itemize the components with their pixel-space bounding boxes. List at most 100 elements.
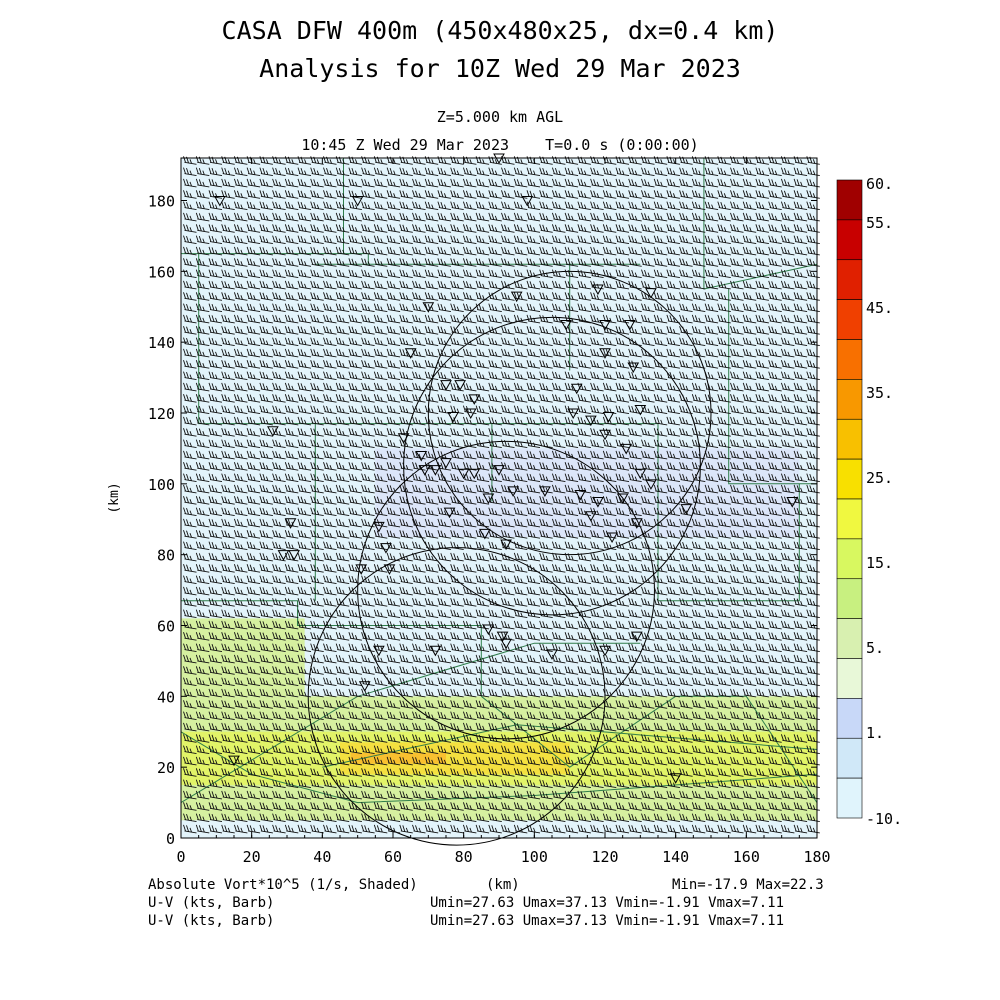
station-marker	[454, 380, 466, 391]
station-marker	[447, 412, 459, 423]
station-marker	[630, 518, 643, 529]
station-marker	[585, 511, 597, 522]
x-axis-unit: (km)	[486, 877, 520, 893]
station-marker	[429, 465, 442, 476]
station-marker	[468, 468, 481, 480]
station-marker	[397, 433, 410, 444]
station-marker	[510, 291, 523, 303]
station-marker	[602, 412, 615, 423]
station-marker	[680, 504, 693, 515]
station-marker	[599, 319, 611, 331]
y-tick-label: 60	[157, 618, 175, 636]
y-tick-label: 20	[157, 759, 175, 777]
colorbar-swatch	[836, 339, 863, 380]
shaded-region-4	[181, 618, 305, 697]
y-axis-label: (km)	[107, 482, 122, 513]
x-tick-label: 0	[176, 848, 185, 866]
y-tick-label: 0	[166, 830, 175, 848]
station-marker	[380, 543, 392, 554]
station-marker	[616, 493, 629, 505]
shaded-region-3	[350, 753, 446, 764]
station-marker	[599, 429, 611, 441]
station-marker	[645, 479, 657, 490]
station-marker	[496, 631, 509, 643]
x-tick-label: 160	[733, 848, 760, 866]
colorbar-swatch	[836, 658, 863, 699]
colorbar-swatch	[836, 777, 863, 819]
station-marker	[507, 486, 519, 497]
colorbar-label: 55.	[866, 214, 893, 232]
colorbar-label: -10.	[866, 810, 902, 828]
vector2-label: U-V (kts, Barb)	[148, 913, 275, 929]
station-marker	[479, 528, 491, 540]
colorbar-swatch	[836, 618, 863, 659]
field-label: Absolute Vort*10^5 (1/s, Shaded)	[148, 877, 418, 893]
colorbar-swatch	[836, 259, 863, 300]
x-tick-label: 180	[803, 848, 830, 866]
station-marker	[355, 564, 368, 575]
colorbar-swatch	[836, 737, 863, 779]
level-label: Z=5.000 km AGL	[436, 108, 564, 126]
colorbar-label: 60.	[866, 175, 893, 193]
wind-barbs	[183, 156, 820, 834]
y-tick-label: 40	[157, 688, 175, 706]
y-tick-label: 140	[148, 334, 175, 352]
station-marker	[570, 383, 583, 395]
x-tick-label: 20	[243, 848, 261, 866]
station-marker	[599, 645, 611, 657]
colorbar-swatch	[836, 418, 863, 460]
colorbar-label: 15.	[866, 554, 893, 572]
station-marker	[645, 288, 657, 299]
boundary-line	[728, 289, 817, 485]
station-marker	[500, 638, 512, 650]
station-marker	[482, 493, 495, 505]
colorbar-label: 25.	[866, 469, 893, 487]
colorbar-label: 1.	[866, 724, 884, 742]
station-marker	[429, 645, 442, 657]
y-tick-label: 180	[148, 193, 175, 211]
station-marker	[592, 284, 604, 296]
x-tick-label: 120	[591, 848, 618, 866]
station-marker	[288, 550, 300, 561]
vector2-stats: Umin=27.63 Umax=37.13 Vmin=-1.91 Vmax=7.…	[430, 913, 785, 929]
station-marker	[669, 773, 682, 784]
station-marker	[383, 564, 396, 575]
station-marker	[404, 348, 417, 359]
station-marker	[521, 196, 534, 207]
station-marker	[415, 451, 428, 462]
station-marker	[277, 550, 290, 561]
colorbar-swatch	[836, 458, 863, 500]
boundary-line	[180, 642, 641, 804]
station-marker	[585, 415, 597, 427]
x-tick-label: 80	[455, 848, 473, 866]
station-marker	[418, 465, 431, 476]
range-ring-3	[427, 270, 712, 556]
y-tick-label: 80	[157, 547, 175, 565]
chart-subtitle: Analysis for 10Z Wed 29 Mar 2023	[259, 54, 741, 83]
wind-barb-field	[183, 156, 820, 834]
station-marker	[358, 681, 371, 692]
boundary-line	[657, 423, 800, 602]
station-marker	[267, 426, 279, 437]
station-marker	[599, 348, 611, 359]
chart-title: CASA DFW 400m (450x480x25, dx=0.4 km)	[221, 16, 779, 45]
station-marker	[592, 497, 604, 508]
station-marker	[228, 755, 240, 767]
time-label: 10:45 Z Wed 29 Mar 2023 T=0.0 s (0:00:00…	[301, 136, 699, 154]
colorbar-swatch	[836, 219, 863, 261]
station-marker	[627, 362, 640, 373]
colorbar-swatch	[836, 299, 863, 340]
x-tick-label: 100	[521, 848, 548, 866]
station-marker	[284, 518, 297, 529]
station-marker	[546, 649, 558, 660]
colorbar-swatch	[836, 578, 863, 619]
station-marker	[620, 443, 633, 455]
station-marker	[493, 465, 505, 476]
station-marker	[634, 468, 647, 480]
station-marker	[606, 532, 618, 543]
colorbar-swatch	[836, 179, 863, 221]
station-marker	[567, 408, 580, 420]
station-marker	[440, 380, 452, 391]
station-marker	[500, 539, 512, 551]
